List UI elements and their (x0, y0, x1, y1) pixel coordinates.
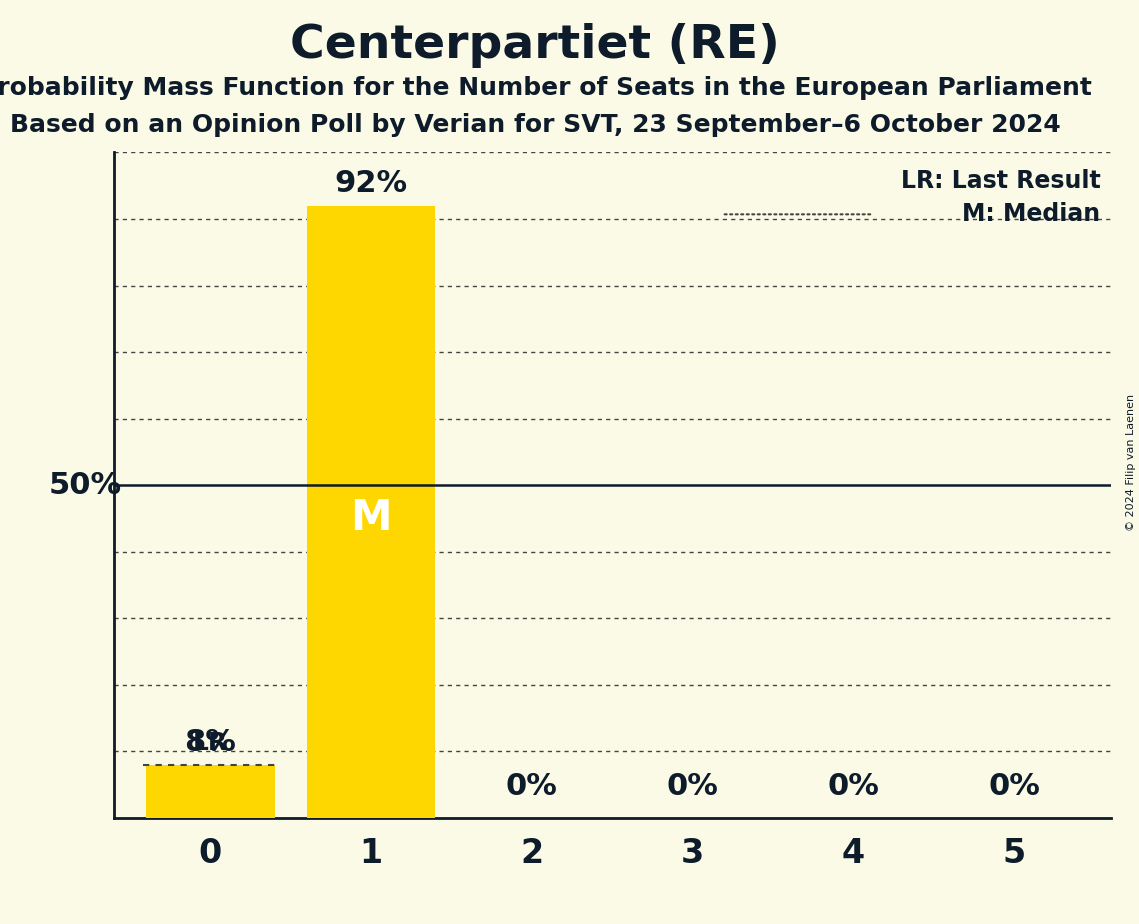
Bar (146, 764, 274, 818)
Bar (306, 206, 435, 818)
Text: © 2024 Filip van Laenen: © 2024 Filip van Laenen (1126, 394, 1136, 530)
Text: 50%: 50% (49, 470, 122, 500)
Text: 0%: 0% (989, 772, 1040, 801)
Text: 0%: 0% (827, 772, 879, 801)
Text: 0%: 0% (506, 772, 558, 801)
Text: 92%: 92% (335, 169, 408, 198)
Text: 0%: 0% (666, 772, 719, 801)
Text: Probability Mass Function for the Number of Seats in the European Parliament: Probability Mass Function for the Number… (0, 76, 1092, 100)
Text: M: Median: M: Median (962, 202, 1100, 226)
Text: M: M (351, 497, 392, 540)
Text: Centerpartiet (RE): Centerpartiet (RE) (290, 23, 780, 68)
Text: LR: Last Result: LR: Last Result (901, 169, 1100, 193)
Text: LR: LR (192, 731, 228, 755)
Text: 8%: 8% (185, 727, 236, 757)
Text: Based on an Opinion Poll by Verian for SVT, 23 September–6 October 2024: Based on an Opinion Poll by Verian for S… (10, 113, 1060, 137)
